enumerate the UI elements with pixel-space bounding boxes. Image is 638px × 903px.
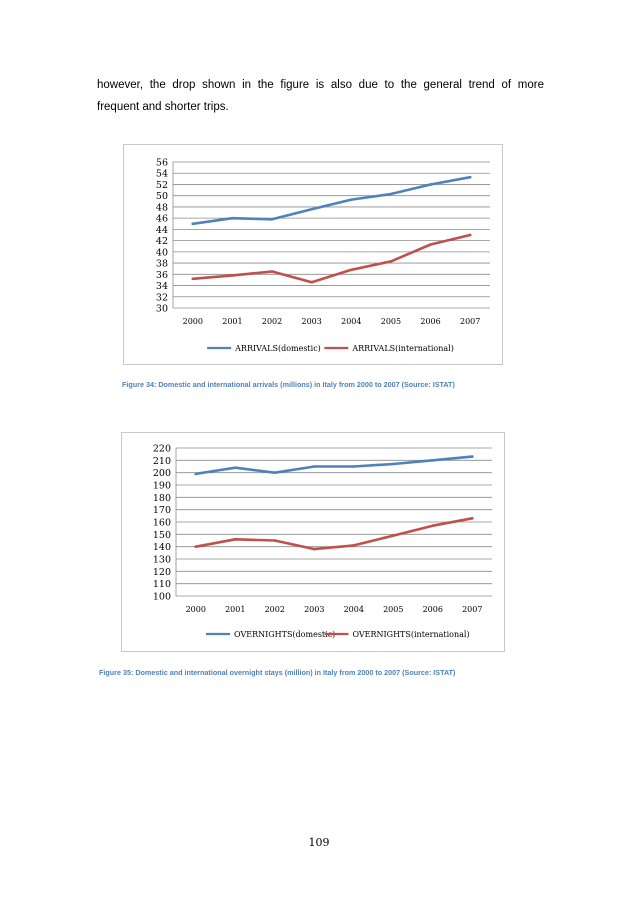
legend-label: OVERNIGHTS(domestic) [234, 630, 335, 639]
page-number: 109 [308, 836, 330, 849]
y-tick-label: 180 [153, 493, 171, 504]
y-tick-label: 120 [153, 567, 171, 578]
figure-34-caption: Figure 34: Domestic and international ar… [122, 380, 455, 389]
legend-label: ARRIVALS(international) [351, 344, 454, 353]
x-tick-label: 2001 [222, 317, 242, 326]
data-point [270, 270, 274, 273]
y-tick-label: 40 [156, 247, 168, 258]
data-point [233, 466, 237, 470]
y-tick-label: 34 [156, 281, 168, 292]
x-tick-label: 2007 [460, 317, 480, 326]
y-tick-label: 110 [153, 579, 171, 590]
y-tick-label: 54 [156, 169, 168, 180]
legend-label: ARRIVALS(domestic) [234, 344, 321, 353]
x-tick-label: 2000 [186, 605, 206, 614]
x-tick-label: 2004 [344, 605, 364, 614]
data-point [191, 277, 195, 281]
y-tick-label: 210 [153, 456, 171, 467]
data-point [312, 547, 316, 551]
y-tick-label: 52 [156, 180, 168, 191]
y-tick-label: 170 [153, 505, 171, 516]
arrivals-chart: 30 32 34 36 38 40 42 44 46 48 50 52 54 56 2000 2001 2002… [123, 144, 503, 365]
data-point [270, 217, 274, 221]
y-tick-label: 100 [153, 592, 171, 603]
data-point [231, 274, 234, 277]
data-point [389, 192, 393, 196]
data-point [431, 524, 435, 527]
data-point [468, 233, 472, 237]
x-tick-label: 2007 [462, 605, 482, 614]
paragraph-line-2: frequent and shorter trips. [97, 101, 229, 113]
data-point [194, 545, 198, 548]
x-tick-label: 2000 [183, 317, 203, 326]
y-tick-label: 44 [156, 225, 168, 236]
data-point [231, 216, 234, 220]
data-point [352, 544, 356, 547]
data-point [389, 260, 393, 263]
data-point [350, 198, 353, 201]
series-line-international [194, 517, 474, 551]
data-point [191, 222, 195, 226]
y-tick-label: 140 [153, 542, 171, 553]
data-point [470, 517, 474, 520]
data-point [233, 537, 237, 541]
body-paragraph: however, the drop shown in the figure is… [97, 74, 544, 118]
y-tick-label: 160 [153, 518, 171, 529]
y-tick-label: 220 [153, 444, 171, 455]
x-tick-label: 2005 [383, 605, 403, 614]
y-tick-label: 190 [153, 481, 171, 492]
data-point [194, 472, 198, 476]
y-tick-label: 200 [153, 468, 171, 479]
y-tick-label: 130 [153, 555, 171, 566]
x-tick-label: 2001 [225, 605, 245, 614]
y-tick-label: 56 [156, 158, 168, 169]
overnights-chart: 100 110 120 130 140 150 160 170 180 190 200 210 220 2… [121, 432, 505, 652]
data-point [350, 268, 353, 272]
x-tick-label: 2003 [304, 605, 324, 614]
data-point [352, 465, 356, 468]
data-point [310, 207, 313, 211]
series-line-international [191, 233, 472, 284]
y-tick-label: 36 [156, 270, 168, 281]
x-tick-label: 2006 [420, 317, 440, 326]
data-point [391, 534, 395, 537]
data-point [470, 455, 474, 458]
x-tick-label: 2003 [302, 317, 322, 326]
data-point [391, 462, 395, 466]
series-line-domestic [191, 175, 472, 226]
data-point [429, 243, 432, 246]
x-tick-label: 2006 [423, 605, 443, 614]
data-point [468, 175, 472, 179]
data-point [273, 539, 277, 542]
y-tick-label: 38 [156, 259, 168, 270]
legend-label: OVERNIGHTS(international) [352, 630, 469, 639]
y-tick-label: 30 [156, 304, 168, 315]
data-point [429, 183, 432, 186]
data-point [431, 459, 435, 462]
series-line-domestic [194, 455, 474, 476]
y-tick-label: 46 [156, 214, 168, 225]
y-tick-label: 32 [156, 292, 168, 303]
data-point [310, 280, 313, 284]
x-tick-label: 2002 [262, 317, 282, 326]
x-tick-label: 2005 [381, 317, 401, 326]
x-tick-label: 2004 [341, 317, 361, 326]
data-point [312, 465, 316, 468]
x-tick-label: 2002 [265, 605, 285, 614]
y-tick-label: 50 [156, 191, 168, 202]
data-point [273, 471, 277, 474]
y-tick-label: 150 [153, 530, 171, 541]
figure-35-caption: Figure 35: Domestic and international ov… [99, 668, 456, 677]
y-tick-label: 42 [156, 236, 168, 247]
paragraph-line-1: however, the drop shown in the figure is… [97, 79, 544, 91]
y-tick-label: 48 [156, 202, 168, 213]
